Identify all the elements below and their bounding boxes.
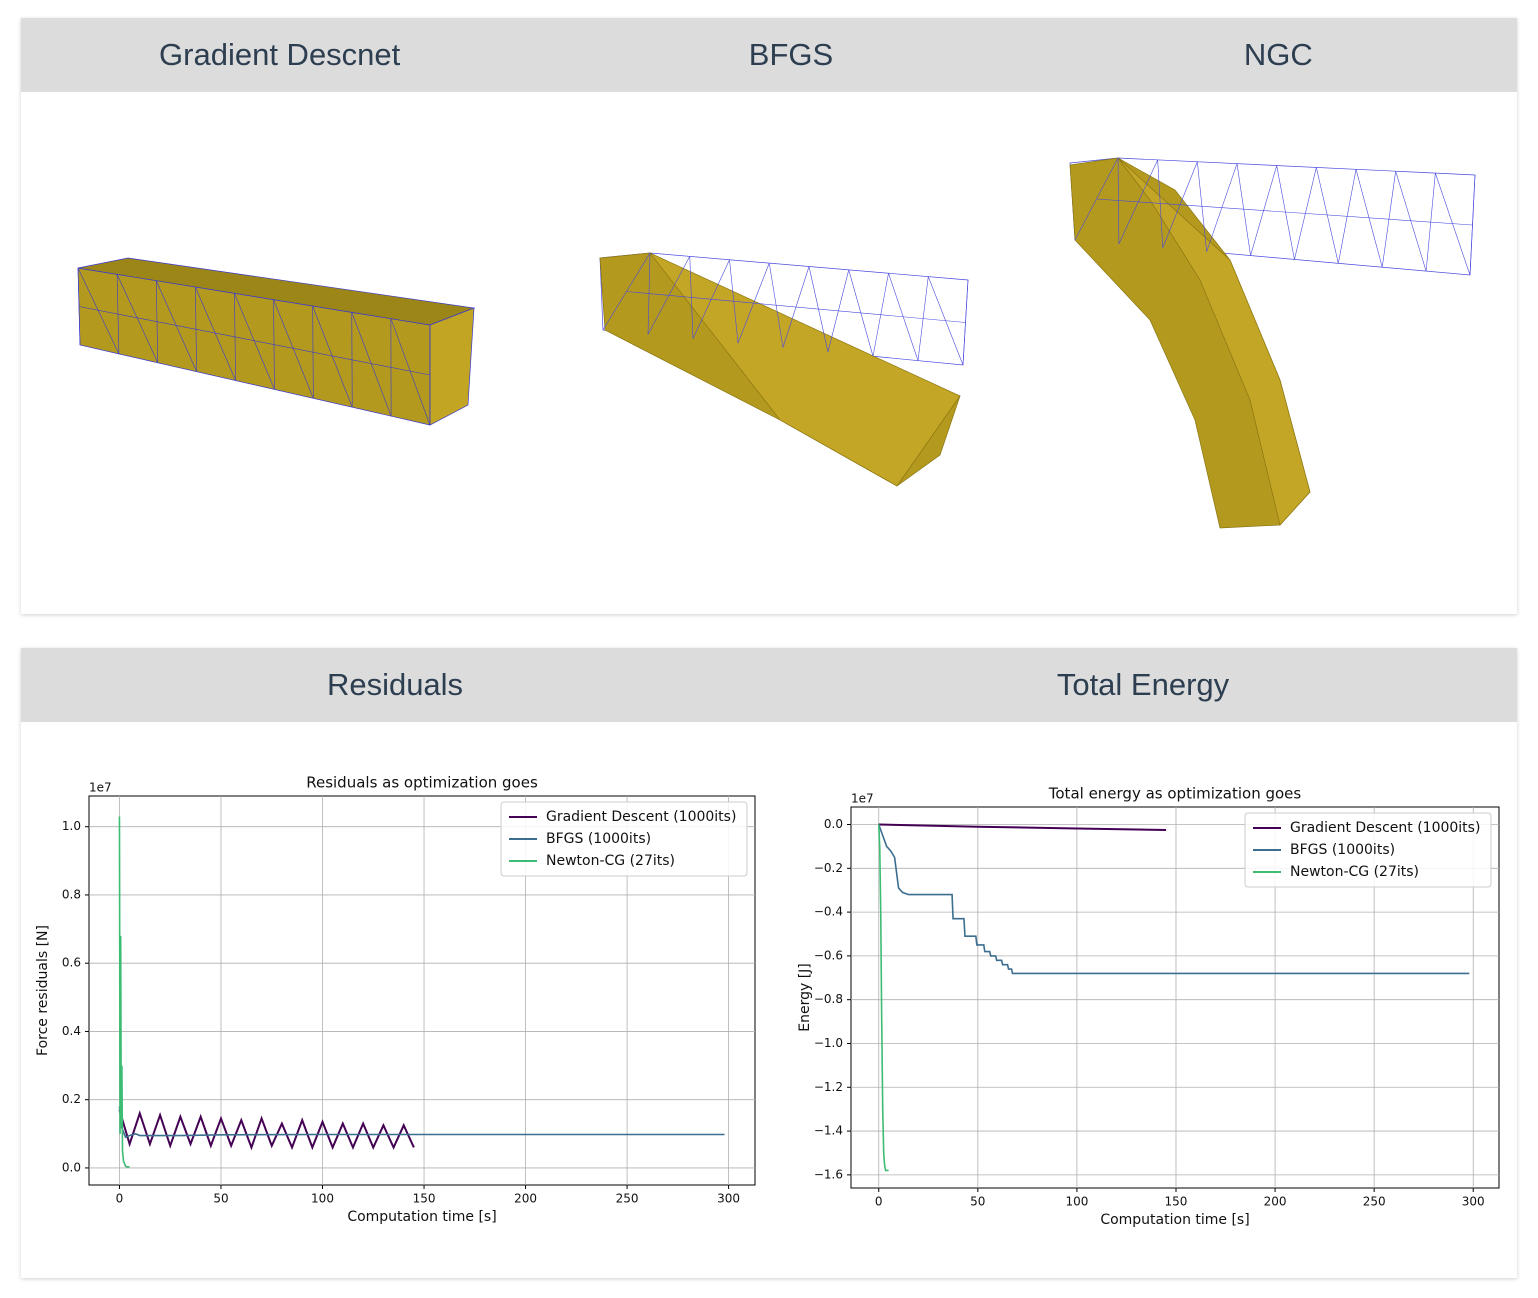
mesh-line — [1157, 159, 1164, 248]
x-tick-label: 300 — [717, 1192, 740, 1206]
mesh-line — [273, 299, 314, 399]
mesh-line — [116, 274, 159, 363]
header-title: Residuals — [326, 667, 464, 702]
mesh-line — [312, 305, 353, 408]
series-line — [877, 824, 889, 1172]
mesh-line — [77, 267, 120, 355]
y-tick-label: −1.0 — [814, 1036, 843, 1050]
offset-label: 1e7 — [89, 781, 112, 795]
chart-title: Residuals as optimization goes — [306, 774, 538, 792]
mesh-line — [626, 291, 966, 323]
plot-lines — [118, 816, 725, 1168]
header-title: Gradient Descnet — [159, 37, 401, 72]
legend-label: BFGS (1000its) — [1290, 842, 1395, 858]
legend-label: Gradient Descent (1000its) — [546, 809, 736, 825]
plot-lines — [877, 823, 1470, 1172]
header-title: NGC — [1243, 37, 1313, 72]
mesh-line — [234, 293, 275, 390]
series-line — [877, 824, 1470, 975]
mesh-line — [1355, 169, 1383, 268]
y-tick-label: 0.0 — [824, 817, 843, 831]
mesh-line — [155, 280, 197, 372]
series-line — [118, 1106, 725, 1139]
mesh-line — [1435, 173, 1471, 276]
mesh-line — [1316, 167, 1339, 264]
y-tick-label: 0.8 — [62, 887, 81, 901]
charts-header: Residuals Total Energy — [21, 648, 1517, 722]
y-tick-label: 0.2 — [62, 1092, 81, 1106]
series-line — [118, 816, 130, 1168]
series-line — [878, 823, 1167, 831]
x-tick-label: 200 — [514, 1192, 537, 1206]
x-tick-label: 100 — [1065, 1195, 1088, 1209]
series-line — [118, 1109, 415, 1151]
ngc-beam — [1069, 157, 1476, 529]
bfgs-beam — [599, 252, 969, 487]
x-tick-label: 150 — [1165, 1195, 1188, 1209]
y-tick-label: 0.4 — [62, 1024, 81, 1038]
legend-label: Newton-CG (27its) — [546, 853, 675, 869]
x-tick-label: 250 — [1363, 1195, 1386, 1209]
x-tick-label: 0 — [875, 1195, 883, 1209]
mesh-line — [195, 286, 236, 381]
y-tick-label: −0.6 — [814, 948, 843, 962]
x-axis-label: Computation time [s] — [1100, 1212, 1249, 1228]
mesh-line — [351, 312, 392, 417]
mesh-line — [78, 306, 431, 376]
mesh-line — [1236, 163, 1251, 256]
mesh-line — [390, 318, 431, 426]
legend-box — [500, 801, 748, 877]
header-title: Total Energy — [1056, 667, 1230, 702]
y-tick-label: −1.4 — [814, 1124, 843, 1138]
y-tick-label: −1.6 — [814, 1167, 843, 1181]
y-tick-label: −0.4 — [814, 905, 843, 919]
mesh-line — [1197, 161, 1207, 252]
x-tick-label: 150 — [413, 1192, 436, 1206]
x-axis-label: Computation time [s] — [347, 1209, 496, 1225]
x-tick-label: 250 — [616, 1192, 639, 1206]
x-tick-label: 300 — [1462, 1195, 1485, 1209]
renders-header: Gradient Descnet BFGS NGC — [21, 18, 1517, 92]
legend-label: Gradient Descent (1000its) — [1290, 820, 1480, 836]
x-tick-label: 50 — [970, 1195, 985, 1209]
x-tick-label: 200 — [1264, 1195, 1287, 1209]
x-tick-label: 0 — [116, 1192, 124, 1206]
gd-beam — [77, 257, 476, 426]
x-tick-label: 50 — [213, 1192, 228, 1206]
legend-box — [1244, 812, 1492, 888]
x-tick-label: 100 — [311, 1192, 334, 1206]
mesh-line — [1395, 171, 1427, 272]
chart-title: Total energy as optimization goes — [1048, 785, 1302, 803]
legend-label: Newton-CG (27its) — [1290, 864, 1419, 880]
legend-label: BFGS (1000its) — [546, 831, 651, 847]
y-tick-label: −0.8 — [814, 992, 843, 1006]
y-tick-label: −1.2 — [814, 1080, 843, 1094]
mesh-line — [1096, 198, 1473, 226]
header-title: BFGS — [748, 37, 834, 72]
mesh-line — [1117, 157, 1120, 244]
y-axis-label: Energy [J] — [797, 963, 813, 1032]
y-tick-label: 0.6 — [62, 956, 81, 970]
offset-label: 1e7 — [851, 792, 874, 806]
y-tick-label: 1.0 — [62, 819, 81, 833]
mesh-line — [1276, 165, 1295, 260]
y-axis-label: Force residuals [N] — [35, 925, 51, 1056]
y-tick-label: 0.0 — [62, 1160, 81, 1174]
y-tick-label: −0.2 — [814, 861, 843, 875]
